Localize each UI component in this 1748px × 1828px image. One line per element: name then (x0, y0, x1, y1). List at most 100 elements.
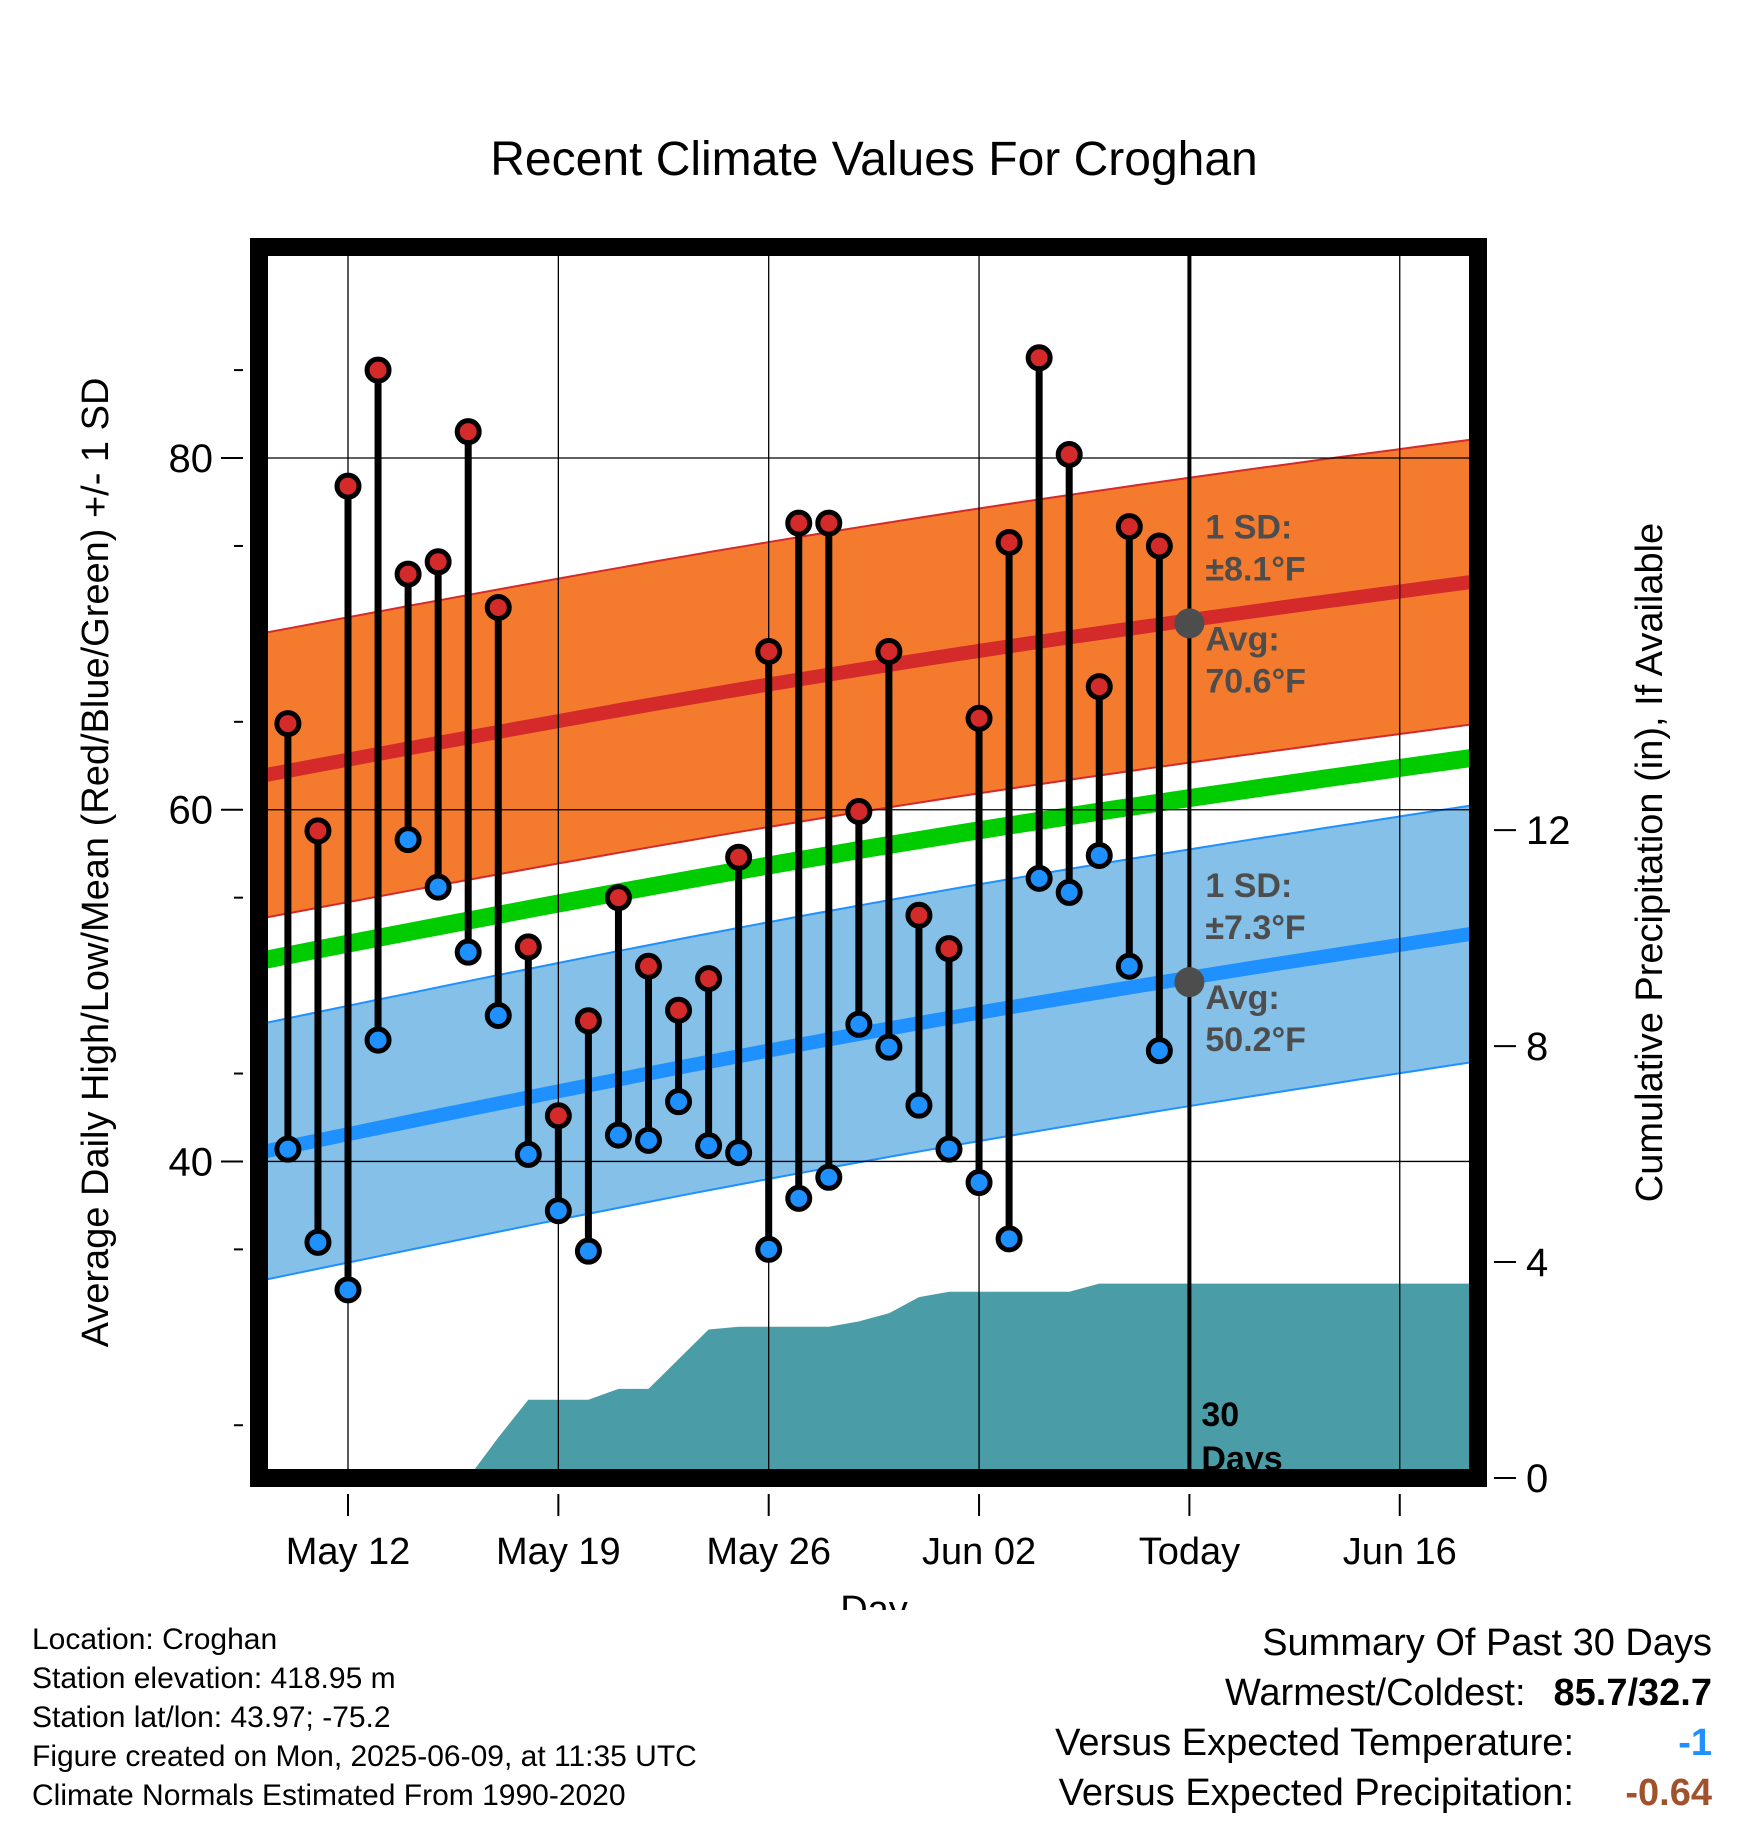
high-annotation-line: 70.6°F (1205, 662, 1306, 700)
x-tick-label: May 12 (286, 1531, 411, 1573)
precip-area (408, 1283, 1478, 1478)
high-annotation-line: 1 SD: (1205, 508, 1292, 546)
daily-low-point (574, 1237, 602, 1265)
normal-high-line (259, 574, 1478, 784)
daily-high-point (484, 594, 512, 622)
x-tick-label: Jun 02 (922, 1531, 1036, 1573)
daily-high-point (424, 548, 452, 576)
daily-low-point (514, 1140, 542, 1168)
daily-low-point (905, 1091, 933, 1119)
plot-frame (250, 238, 1487, 1487)
low-annotation-line: ±7.3°F (1205, 909, 1305, 947)
station-info: Location: Croghan Station elevation: 418… (32, 1620, 697, 1815)
daily-high-point (725, 843, 753, 871)
daily-high-point (905, 901, 933, 929)
daily-high-point (454, 418, 482, 446)
daily-high-point (755, 637, 783, 665)
daily-high-point (1025, 344, 1053, 372)
temp-label: Versus Expected Temperature: (1055, 1722, 1574, 1764)
daily-high-point (785, 509, 813, 537)
daily-low-point (935, 1135, 963, 1163)
daily-high-point (995, 528, 1023, 556)
summary-precip-row: Versus Expected Precipitation: -0.64 (1055, 1768, 1712, 1818)
daily-high-point (1085, 673, 1113, 701)
precip-value: -0.64 (1625, 1772, 1712, 1814)
normal-mean-line (259, 748, 1478, 970)
daily-high-point (334, 472, 362, 500)
low-band-lower-edge (259, 1060, 1478, 1282)
y-tick-label: 40 (169, 1140, 214, 1184)
daily-low-point (995, 1225, 1023, 1253)
daily-high-point (845, 798, 873, 826)
daily-high-point (364, 356, 392, 384)
created-text: Figure created on Mon, 2025-06-09, at 11… (32, 1740, 697, 1773)
x-tick-label: Today (1139, 1531, 1240, 1573)
high-sd-band (259, 438, 1478, 919)
daily-low-point (845, 1010, 873, 1038)
daily-low-point (304, 1228, 332, 1256)
x-axis-label: Day (840, 1589, 908, 1610)
daily-high-point (514, 933, 542, 961)
daily-high-point (574, 1007, 602, 1035)
daily-low-point (454, 938, 482, 966)
latlon-text: Station lat/lon: 43.97; -75.2 (32, 1701, 391, 1734)
y-tick-label: 80 (169, 437, 214, 481)
warmest-label: Warmest/Coldest: (1224, 1672, 1526, 1714)
daily-high-point (875, 637, 903, 665)
daily-high-point (394, 560, 422, 588)
high-annotation-line: ±8.1°F (1205, 550, 1305, 588)
days-label-number: 30 (1201, 1396, 1239, 1434)
climate-chart: Recent Climate Values For Croghan 1 SD: ±… (75, 133, 1671, 1610)
location-text: Location: Croghan (32, 1623, 278, 1656)
daily-high-point (274, 710, 302, 738)
y2-tick-label: 4 (1526, 1241, 1548, 1285)
daily-low-point (1115, 952, 1143, 980)
daily-high-point (965, 704, 993, 732)
y-axis-label: Average Daily High/Low/Mean (Red/Blue/Gr… (75, 378, 117, 1348)
daily-low-point (665, 1088, 693, 1116)
x-tick-label: May 19 (496, 1531, 621, 1573)
daily-low-point (334, 1276, 362, 1304)
x-tick-label: May 26 (706, 1531, 831, 1573)
daily-low-point (1025, 864, 1053, 892)
daily-low-point (635, 1126, 662, 1154)
warmest-value: 85.7/32.7 (1553, 1672, 1712, 1714)
low-annotation-line: 50.2°F (1205, 1021, 1306, 1059)
temp-value: -1 (1678, 1722, 1712, 1764)
y-tick-label: 60 (169, 789, 214, 833)
y2-tick-label: 0 (1526, 1457, 1548, 1501)
low-annotation-line: Avg: (1205, 979, 1279, 1017)
daily-low-point (815, 1163, 843, 1191)
high-band-upper-edge (259, 437, 1478, 635)
x-tick-label: Jun 16 (1343, 1531, 1457, 1573)
daily-low-point (755, 1235, 783, 1263)
normals-text: Climate Normals Estimated From 1990-2020 (32, 1779, 626, 1812)
daily-low-point (725, 1139, 753, 1167)
daily-low-point (484, 1001, 512, 1029)
daily-high-point (544, 1102, 572, 1130)
low-annotation-line: 1 SD: (1205, 867, 1292, 905)
daily-low-point (1145, 1037, 1173, 1065)
precip-label: Versus Expected Precipitation: (1058, 1772, 1574, 1814)
low-band-upper-edge (259, 803, 1478, 1026)
daily-low-point (965, 1169, 993, 1197)
daily-high-point (635, 952, 662, 980)
plot-area: 1 SD: ±8.1°F Avg: 70.6°F 1 SD: ±7.3°F Avg: 50.2… (259, 247, 1478, 1478)
daily-low-point (364, 1026, 392, 1054)
daily-low-point (424, 873, 452, 901)
daily-high-point (304, 817, 332, 845)
daily-low-point (544, 1197, 572, 1225)
daily-high-point (1145, 532, 1173, 560)
daily-high-point (695, 965, 723, 993)
summary-heading: Summary Of Past 30 Days (1262, 1622, 1712, 1664)
daily-high-point (1055, 441, 1083, 469)
daily-high-point (604, 884, 632, 912)
daily-high-point (815, 509, 843, 537)
daily-low-point (695, 1132, 723, 1160)
chart-title: Recent Climate Values For Croghan (490, 133, 1257, 186)
summary-warmest-row: Warmest/Coldest: 85.7/32.7 (1055, 1668, 1712, 1718)
low-avg-marker (1174, 967, 1205, 998)
high-avg-marker (1174, 608, 1205, 639)
elevation-text: Station elevation: 418.95 m (32, 1662, 396, 1695)
daily-high-point (665, 996, 693, 1024)
